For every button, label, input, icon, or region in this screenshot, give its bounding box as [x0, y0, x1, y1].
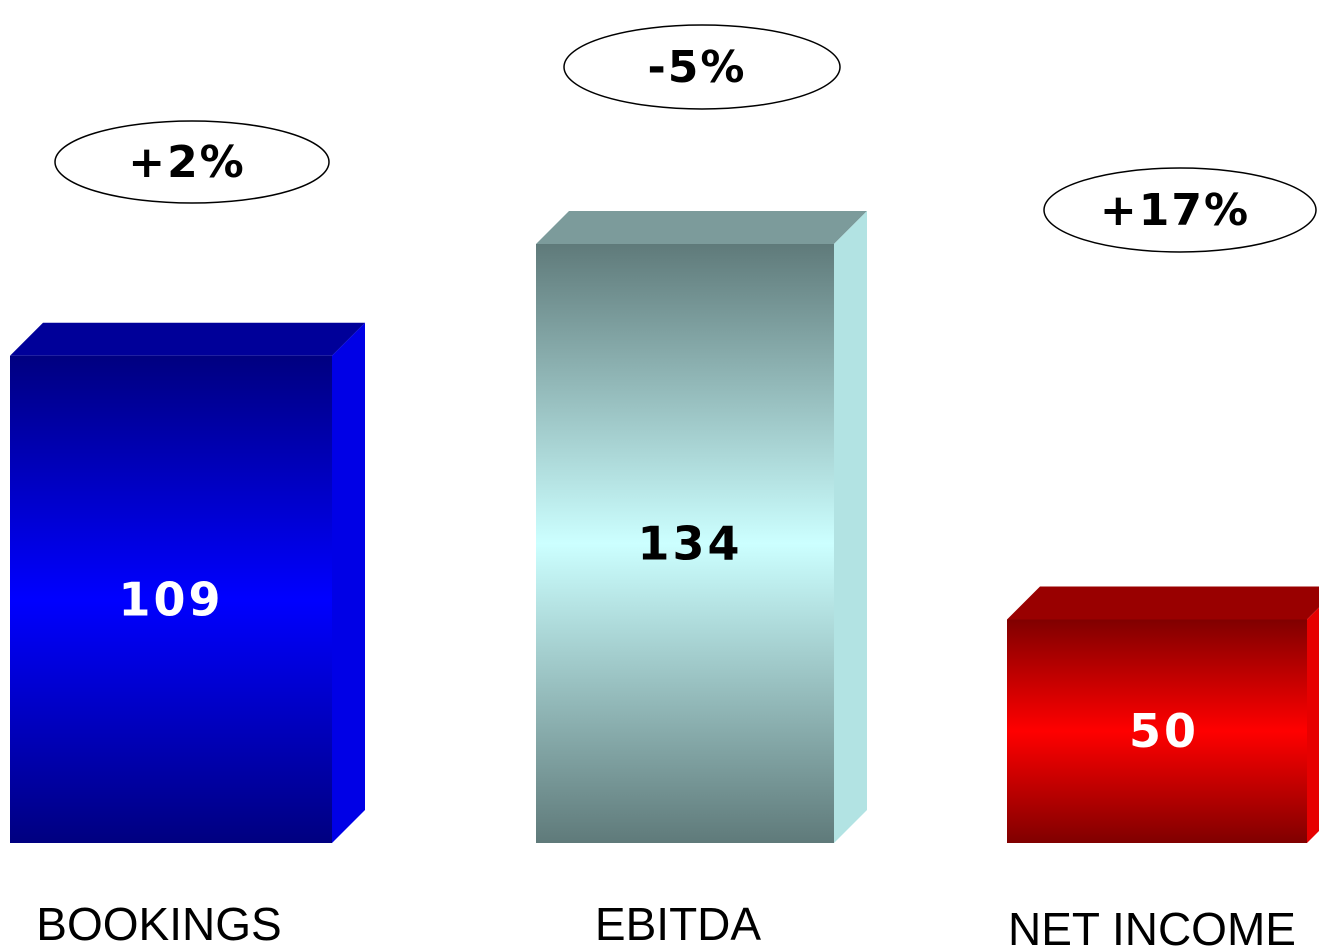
bar-net-income: 50: [1007, 586, 1319, 843]
category-label-ebitda: EBITDA: [595, 898, 761, 950]
bar-side-face: [1307, 607, 1319, 843]
change-badge-net-income: +17%: [1043, 167, 1317, 253]
bar-top-face: [1007, 586, 1319, 620]
bar-ebitda: 134: [536, 211, 867, 843]
bar-front-face: [10, 355, 332, 843]
bar-top-face: [536, 211, 867, 244]
change-badge-ellipse: [54, 120, 330, 204]
change-label: -5%: [648, 42, 747, 93]
change-badge-ebitda: -5%: [563, 24, 841, 110]
change-badge-ellipse: [1043, 167, 1317, 253]
data-label: 109: [118, 572, 223, 626]
change-badges-layer: +2% -5% +17%: [54, 24, 1317, 253]
change-badge-bookings: +2%: [54, 120, 330, 204]
category-labels-layer: BOOKINGS EBITDA NET INCOME: [36, 898, 1296, 950]
data-label: 50: [1129, 704, 1199, 758]
change-label: +17%: [1100, 185, 1250, 236]
bar-top-face: [10, 322, 365, 356]
bar-side-face: [834, 211, 867, 843]
bar-bookings: 109: [10, 322, 365, 843]
change-label: +2%: [128, 137, 246, 188]
change-badge-ellipse: [563, 24, 841, 110]
data-label: 134: [637, 517, 742, 571]
bar-side-face: [332, 322, 365, 843]
category-label-net-income: NET INCOME: [1008, 903, 1296, 950]
bar-front-face: [536, 244, 834, 843]
bar-front-face: [1007, 619, 1307, 843]
bars-layer: 109 134 50: [10, 211, 1319, 843]
category-label-bookings: BOOKINGS: [36, 898, 281, 950]
